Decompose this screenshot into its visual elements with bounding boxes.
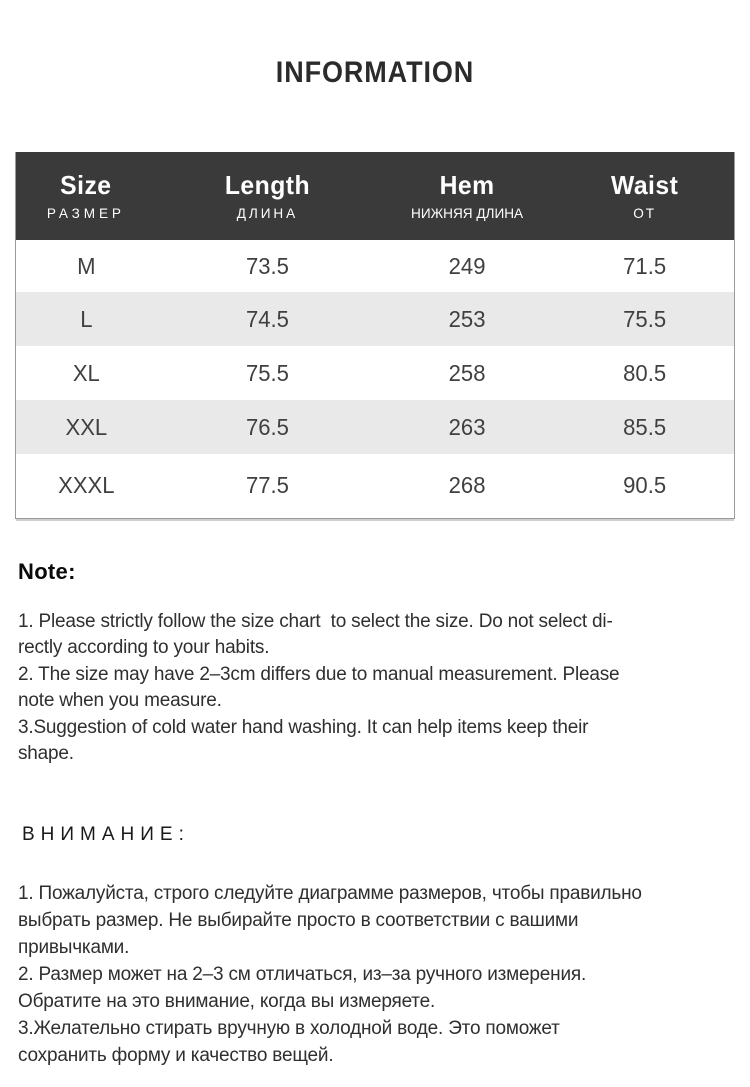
column-header-label-en: Waist	[610, 169, 679, 200]
note-line: 2. The size may have 2–3cm differs due t…	[18, 663, 620, 685]
note-line: сохранить форму и качество вещей.	[18, 1044, 334, 1066]
note-line: 3.Suggestion of cold water hand washing.…	[18, 716, 589, 738]
table-row-l: L 74.5 253 75.5	[15, 292, 735, 346]
column-header-length: Length ДЛИНА	[156, 152, 379, 240]
note-line: 2. Размер может на 2–3 см отличаться, из…	[18, 963, 587, 985]
cell-size: XXL	[64, 413, 107, 440]
note-line: Обратите на это внимание, когда вы измер…	[18, 990, 436, 1012]
cell-length: 76.5	[245, 413, 289, 440]
note-line: выбрать размер. Не выбирайте просто в со…	[18, 909, 579, 931]
cell-hem: 253	[448, 305, 486, 332]
column-header-label-ru: НИЖНЯЯ ДЛИНА	[410, 205, 523, 222]
cell-hem: 263	[448, 413, 486, 440]
note-line: shape.	[18, 743, 74, 764]
note-line: note when you measure.	[18, 690, 222, 711]
cell-hem: 249	[448, 252, 486, 279]
cell-size: M	[76, 252, 96, 279]
column-header-label-ru: ОТ	[632, 205, 656, 222]
cell-length: 74.5	[245, 305, 289, 332]
size-chart-table: Size РАЗМЕР Length ДЛИНА Hem НИЖНЯЯ ДЛИНА Wais…	[15, 152, 735, 519]
note-line: rectly according to your habits.	[18, 637, 270, 658]
column-header-label-en: Size	[60, 169, 112, 200]
table-row-xxl: XXL 76.5 263 85.5	[15, 400, 735, 454]
cell-size: L	[79, 305, 92, 332]
notes-section-ru: ВНИМАНИЕ: 1. Пожалуйста, строго следуйте…	[18, 823, 732, 1069]
table-row-m: M 73.5 249 71.5	[15, 240, 735, 292]
note-line: привычками.	[18, 936, 130, 958]
cell-waist: 90.5	[622, 472, 666, 499]
table-row-xxxl: XXXL 77.5 268 90.5	[15, 454, 735, 518]
column-header-label-en: Length	[224, 169, 310, 200]
column-header-label-ru: ДЛИНА	[236, 205, 298, 222]
note-line: 1. Please strictly follow the size chart…	[18, 610, 613, 632]
cell-waist: 75.5	[622, 305, 666, 332]
column-header-label-ru: РАЗМЕР	[46, 205, 125, 222]
note-text-ru: 1. Пожалуйста, строго следуйте диаграмме…	[18, 880, 732, 1069]
note-line: 1. Пожалуйста, строго следуйте диаграмме…	[18, 882, 642, 904]
size-chart-body: M 73.5 249 71.5 L 74.5 253 75.5 XL 75.5 258 80.5 XXL…	[15, 240, 735, 518]
cell-length: 73.5	[245, 252, 289, 279]
notes-section-en: Note: 1. Please strictly follow the size…	[18, 559, 732, 768]
cell-size: XL	[72, 359, 100, 386]
cell-hem: 258	[448, 359, 486, 386]
page-title: INFORMATION	[275, 56, 475, 89]
note-text-en: 1. Please strictly follow the size chart…	[18, 609, 732, 768]
cell-hem: 268	[448, 472, 486, 499]
column-header-size: Size РАЗМЕР	[16, 152, 156, 240]
cell-size: XXXL	[57, 472, 115, 499]
table-row-xl: XL 75.5 258 80.5	[15, 346, 735, 400]
cell-length: 75.5	[245, 359, 289, 386]
note-line: 3.Желательно стирать вручную в холодной …	[18, 1017, 560, 1039]
cell-waist: 85.5	[622, 413, 666, 440]
note-heading-en: Note:	[18, 558, 76, 584]
column-header-waist: Waist ОТ	[555, 152, 735, 240]
column-header-label-en: Hem	[439, 169, 495, 200]
note-heading-ru: ВНИМАНИЕ:	[22, 823, 190, 845]
cell-waist: 80.5	[622, 359, 666, 386]
size-chart-header-row: Size РАЗМЕР Length ДЛИНА Hem НИЖНЯЯ ДЛИНА Wais…	[15, 152, 735, 240]
cell-waist: 71.5	[622, 252, 666, 279]
cell-length: 77.5	[245, 472, 289, 499]
column-header-hem: Hem НИЖНЯЯ ДЛИНА	[379, 152, 555, 240]
